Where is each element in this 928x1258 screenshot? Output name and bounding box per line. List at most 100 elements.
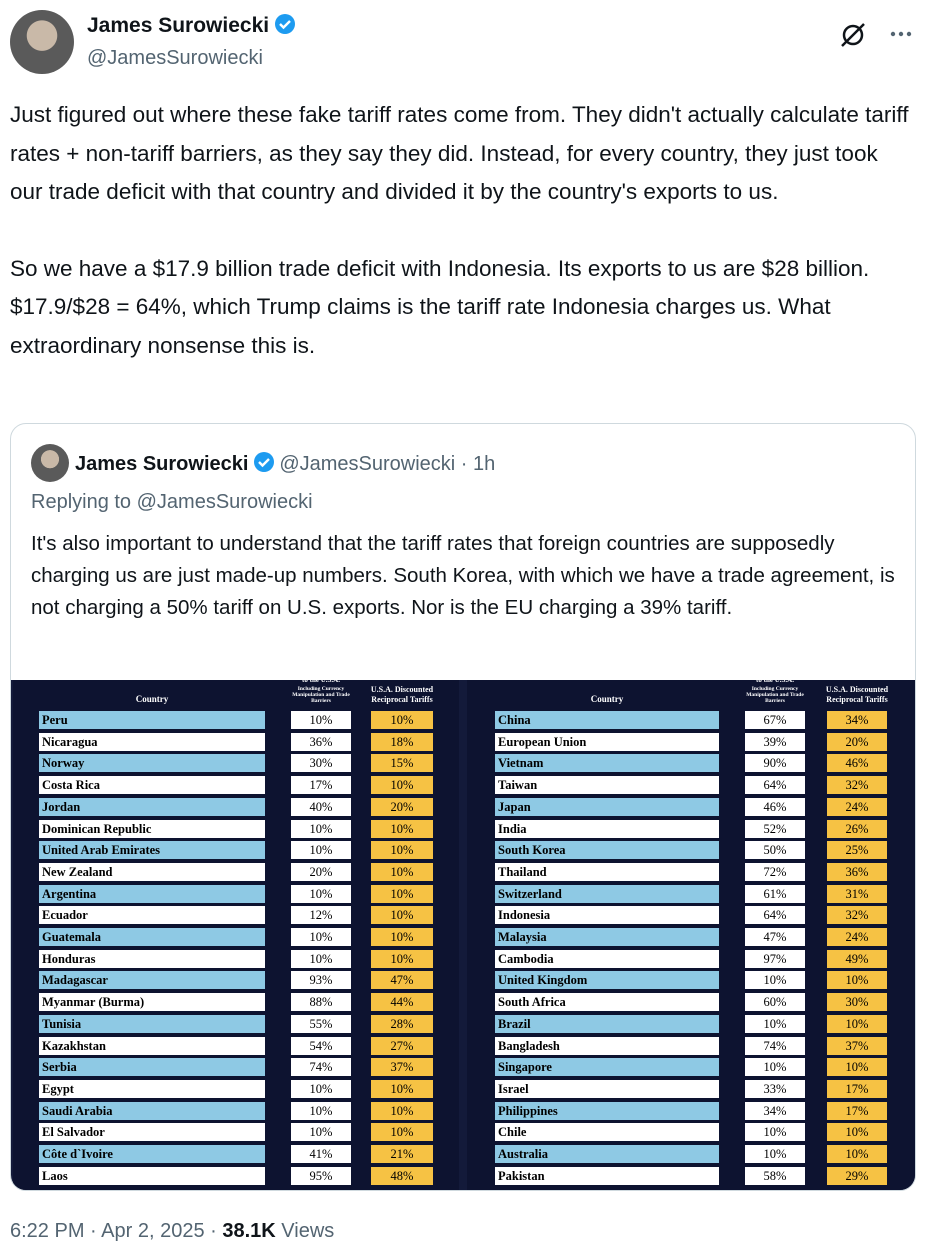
country-cell: United Arab Emirates bbox=[39, 841, 265, 860]
reciprocal-cell: 44% bbox=[371, 993, 433, 1012]
reciprocal-cell: 24% bbox=[827, 928, 887, 946]
quote-text: It's also important to understand that t… bbox=[31, 532, 895, 619]
tariff-cell: 10% bbox=[291, 1079, 351, 1098]
reciprocal-cell: 17% bbox=[827, 1101, 887, 1120]
country-cell: United Kingdom bbox=[495, 971, 719, 990]
tariff-cell: 64% bbox=[745, 906, 805, 925]
reciprocal-cell: 24% bbox=[827, 797, 887, 816]
country-cell: Ecuador bbox=[39, 906, 265, 925]
quote-tweet[interactable]: James Surowiecki @JamesSurowiecki · 1h R… bbox=[10, 423, 916, 1191]
reciprocal-cell: 47% bbox=[371, 971, 433, 990]
country-cell: Guatemala bbox=[39, 928, 265, 946]
tariff-cell: 41% bbox=[291, 1145, 351, 1163]
tariff-cell: 10% bbox=[745, 1145, 805, 1163]
country-cell: Saudi Arabia bbox=[39, 1101, 265, 1120]
country-cell: Costa Rica bbox=[39, 776, 265, 795]
country-cell: Jordan bbox=[39, 797, 265, 816]
reciprocal-cell: 20% bbox=[827, 732, 887, 751]
column-header: Country bbox=[590, 694, 624, 704]
country-cell: Pakistan bbox=[495, 1166, 719, 1185]
reciprocal-cell: 37% bbox=[827, 1036, 887, 1055]
reciprocal-cell: 10% bbox=[827, 1145, 887, 1163]
tariff-cell: 17% bbox=[291, 776, 351, 795]
country-cell: Bangladesh bbox=[495, 1036, 719, 1055]
country-cell: Kazakhstan bbox=[39, 1036, 265, 1055]
country-cell: Côte d`Ivoire bbox=[39, 1145, 265, 1163]
tariff-cell: 33% bbox=[745, 1079, 805, 1098]
reciprocal-cell: 21% bbox=[371, 1145, 433, 1163]
reciprocal-cell: 49% bbox=[827, 949, 887, 968]
reciprocal-cell: 10% bbox=[371, 1101, 433, 1120]
timestamp[interactable]: 6:22 PM · Apr 2, 2025 · bbox=[10, 1220, 217, 1242]
tariff-cell: 36% bbox=[291, 732, 351, 751]
author-handle[interactable]: @JamesSurowiecki bbox=[87, 47, 263, 69]
tariff-cell: 12% bbox=[291, 906, 351, 925]
country-cell: Philippines bbox=[495, 1101, 719, 1120]
country-cell: El Salvador bbox=[39, 1123, 265, 1142]
tariff-cell: 39% bbox=[745, 732, 805, 751]
tariff-cell: 67% bbox=[745, 711, 805, 729]
tariff-cell: 52% bbox=[745, 819, 805, 838]
country-cell: Laos bbox=[39, 1166, 265, 1185]
tariff-cell: 10% bbox=[291, 949, 351, 968]
tariff-cell: 55% bbox=[291, 1014, 351, 1033]
reciprocal-cell: 20% bbox=[371, 797, 433, 816]
views-label: Views bbox=[281, 1220, 335, 1242]
column-header: to the U.S.A. bbox=[302, 676, 340, 684]
country-cell: Vietnam bbox=[495, 754, 719, 773]
reciprocal-cell: 34% bbox=[827, 711, 887, 729]
verified-badge bbox=[253, 452, 274, 472]
reciprocal-cell: 28% bbox=[371, 1014, 433, 1033]
replying-to: Replying to @JamesSurowiecki bbox=[31, 491, 313, 513]
reciprocal-cell: 48% bbox=[371, 1166, 433, 1185]
country-cell: Japan bbox=[495, 797, 719, 816]
table-panel: Country to the U.S.A. Including Currency M… bbox=[467, 676, 915, 1190]
tariff-cell: 46% bbox=[745, 797, 805, 816]
column-header: Country bbox=[135, 694, 169, 704]
quote-header: James Surowiecki @JamesSurowiecki · 1h bbox=[75, 451, 495, 476]
reciprocal-cell: 32% bbox=[827, 776, 887, 795]
tariff-cell: 10% bbox=[745, 1123, 805, 1142]
reciprocal-cell: 10% bbox=[827, 1058, 887, 1077]
country-cell: Peru bbox=[39, 711, 265, 729]
reciprocal-cell: 18% bbox=[371, 732, 433, 751]
reciprocal-cell: 10% bbox=[827, 1014, 887, 1033]
reciprocal-cell: 10% bbox=[371, 906, 433, 925]
author-name[interactable]: James Surowiecki bbox=[87, 14, 270, 37]
reciprocal-cell: 10% bbox=[827, 1123, 887, 1142]
reciprocal-cell: 10% bbox=[371, 711, 433, 729]
country-cell: South Africa bbox=[495, 993, 719, 1012]
column-header: Including Currency Manipulation and Trad… bbox=[292, 686, 350, 704]
country-cell: Thailand bbox=[495, 862, 719, 881]
tariff-cell: 88% bbox=[291, 993, 351, 1012]
grok-icon[interactable] bbox=[841, 23, 865, 47]
country-cell: Argentina bbox=[39, 884, 265, 903]
reciprocal-cell: 10% bbox=[371, 776, 433, 795]
country-cell: Dominican Republic bbox=[39, 819, 265, 838]
more-menu[interactable] bbox=[890, 31, 912, 37]
country-cell: Honduras bbox=[39, 949, 265, 968]
reciprocal-cell: 10% bbox=[371, 841, 433, 860]
tariff-cell: 10% bbox=[291, 928, 351, 946]
column-header: U.S.A. Discounted Reciprocal Tariffs bbox=[370, 685, 434, 704]
country-cell: Nicaragua bbox=[39, 732, 265, 751]
reciprocal-cell: 17% bbox=[827, 1079, 887, 1098]
country-cell: Israel bbox=[495, 1079, 719, 1098]
reciprocal-cell: 10% bbox=[371, 884, 433, 903]
tariff-cell: 20% bbox=[291, 862, 351, 881]
tariff-cell: 10% bbox=[291, 819, 351, 838]
tariff-cell: 72% bbox=[745, 862, 805, 881]
reciprocal-cell: 15% bbox=[371, 754, 433, 773]
country-cell: New Zealand bbox=[39, 862, 265, 881]
country-cell: Indonesia bbox=[495, 906, 719, 925]
country-cell: China bbox=[495, 711, 719, 729]
reciprocal-cell: 26% bbox=[827, 819, 887, 838]
tariff-cell: 74% bbox=[291, 1058, 351, 1077]
tariff-cell: 64% bbox=[745, 776, 805, 795]
reciprocal-cell: 37% bbox=[371, 1058, 433, 1077]
tariff-cell: 34% bbox=[745, 1101, 805, 1120]
avatar[interactable] bbox=[10, 10, 74, 74]
tariff-cell: 95% bbox=[291, 1166, 351, 1185]
reciprocal-cell: 10% bbox=[371, 862, 433, 881]
country-cell: Brazil bbox=[495, 1014, 719, 1033]
